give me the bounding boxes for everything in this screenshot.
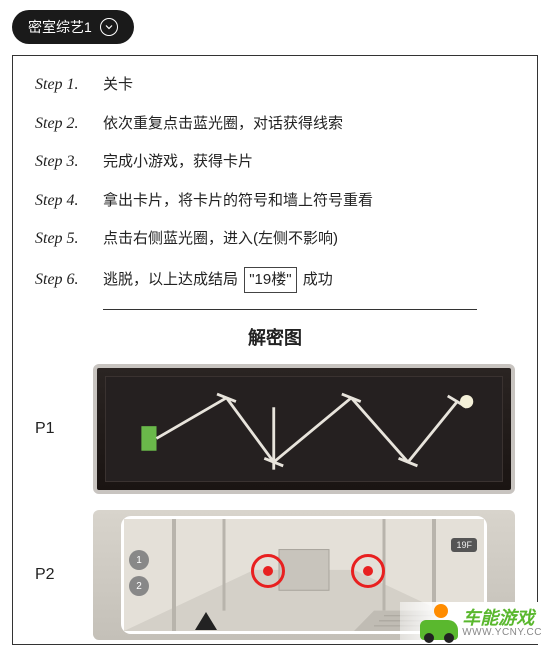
floor-badge: 19F (451, 538, 477, 552)
section-title: 解密图 (35, 324, 515, 350)
step-boxed-text: "19楼" (244, 267, 296, 294)
step-label: Step 6. (35, 271, 103, 289)
step-label: Step 2. (35, 115, 103, 133)
chevron-down-icon (100, 18, 118, 36)
step-row: Step 3. 完成小游戏，获得卡片 (35, 151, 515, 174)
step-row: Step 2. 依次重复点击蓝光圈，对话获得线索 (35, 113, 515, 136)
p2-button-2[interactable]: 2 (129, 576, 149, 596)
step-row: Step 6. 逃脱，以上达成结局 "19楼" 成功 (35, 267, 515, 294)
step-text: 关卡 (103, 74, 133, 97)
step-text: 依次重复点击蓝光圈，对话获得线索 (103, 113, 343, 136)
step-text: 逃脱，以上达成结局 "19楼" 成功 (103, 267, 333, 294)
p1-lines-icon (106, 377, 502, 481)
step-text: 拿出卡片，将卡片的符号和墙上符号重看 (103, 190, 373, 213)
p2-button-1[interactable]: 1 (129, 550, 149, 570)
step-suffix: 成功 (303, 271, 333, 288)
figure-label: P2 (35, 566, 83, 584)
content-box: Step 1. 关卡 Step 2. 依次重复点击蓝光圈，对话获得线索 Step… (12, 55, 538, 645)
watermark: 车能游戏 WWW.YCNY.CC (400, 602, 550, 644)
divider (103, 309, 477, 310)
step-label: Step 4. (35, 192, 103, 210)
watermark-text: 车能游戏 WWW.YCNY.CC (462, 609, 542, 638)
step-row: Step 1. 关卡 (35, 74, 515, 97)
step-label: Step 1. (35, 76, 103, 94)
watermark-cn: 车能游戏 (462, 609, 542, 627)
puzzle-image-p1 (93, 364, 515, 494)
step-label: Step 3. (35, 153, 103, 171)
step-text: 完成小游戏，获得卡片 (103, 151, 253, 174)
figure-label: P1 (35, 420, 83, 438)
target-circle-icon (351, 554, 385, 588)
warning-icon (195, 612, 217, 630)
watermark-logo-icon (420, 606, 458, 640)
step-text: 点击右侧蓝光圈，进入(左侧不影响) (103, 228, 338, 251)
step-row: Step 5. 点击右侧蓝光圈，进入(左侧不影响) (35, 228, 515, 251)
target-circle-icon (251, 554, 285, 588)
step-prefix: 逃脱，以上达成结局 (103, 271, 238, 288)
step-label: Step 5. (35, 230, 103, 248)
header-pill[interactable]: 密室综艺1 (12, 10, 134, 44)
header-title: 密室综艺1 (28, 17, 92, 37)
p1-board (105, 376, 503, 482)
step-row: Step 4. 拿出卡片，将卡片的符号和墙上符号重看 (35, 190, 515, 213)
figure-row: P1 (35, 364, 515, 494)
watermark-url: WWW.YCNY.CC (462, 627, 542, 638)
